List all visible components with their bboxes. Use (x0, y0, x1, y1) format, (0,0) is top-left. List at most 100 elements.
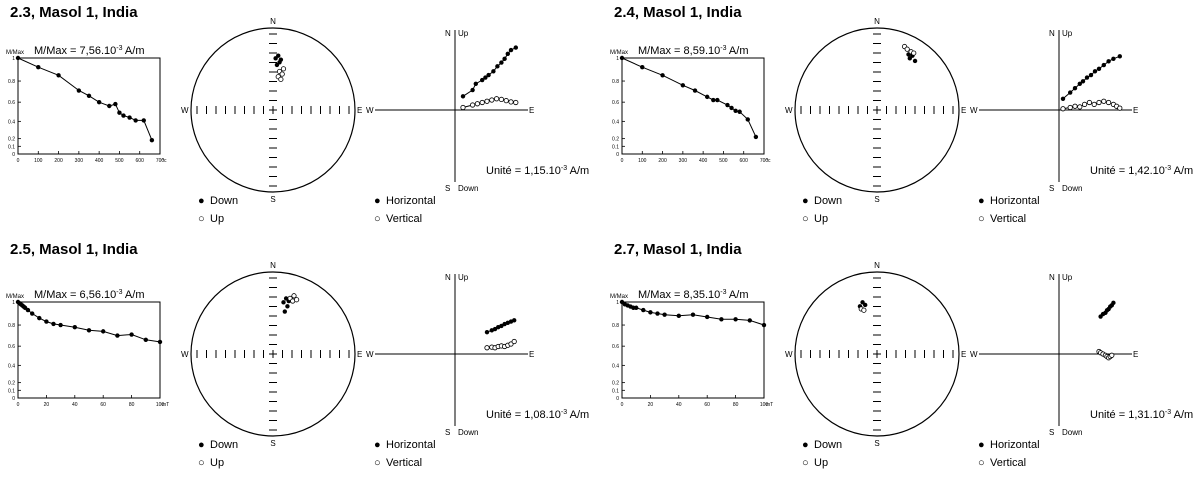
zij-horizontal-point (484, 329, 490, 335)
zij-horizontal-point (491, 69, 496, 74)
zij-horizontal-point (1111, 300, 1116, 306)
decay-point (733, 317, 738, 322)
filled-dot-icon: ● (978, 439, 985, 451)
x-tick-label: 100 (760, 402, 769, 408)
zij-vertical-point (484, 98, 490, 104)
x-tick-label: 20 (44, 402, 50, 408)
legend-horizontal: ● Horizontal (978, 192, 1040, 210)
stereo-w-label: W (181, 106, 189, 115)
decay-point (619, 55, 625, 61)
y-tick-label: 0.1 (8, 388, 15, 394)
zij-vertical-point (1101, 98, 1107, 104)
decay-point (36, 65, 41, 70)
decay-point (133, 118, 138, 123)
legend-down: ● Down (802, 192, 842, 210)
x-unit: mT (766, 402, 773, 408)
zij-w-label: W (366, 106, 374, 115)
legend-down: ● Down (198, 436, 238, 454)
decay-point (660, 73, 665, 78)
panel-title: 2.5, Masol 1, India (10, 241, 138, 258)
zij-horizontal-point (1080, 79, 1086, 84)
panel-plots: M/Max M/Max = 6,56.10-3 A/m10.80.60.40.20… (6, 261, 589, 448)
decay-point (141, 118, 146, 123)
open-dot-icon: ○ (978, 457, 985, 469)
x-tick-label: 0 (17, 158, 20, 164)
decay-point (101, 329, 106, 334)
decay-point (676, 313, 681, 319)
zij-vertical-point (1077, 104, 1083, 110)
stereo-w-label: W (785, 350, 793, 359)
decay-point (86, 328, 92, 333)
x-tick-label: 400 (95, 158, 104, 164)
zij-legend: ● Horizontal ○ Vertical (978, 436, 1040, 472)
zij-vertical-point (1096, 99, 1102, 106)
decay-frame (17, 57, 161, 155)
zij-down-label: Down (1062, 184, 1082, 193)
zij-horizontal-point (513, 45, 518, 50)
decay-point (753, 134, 759, 140)
decay-point (51, 321, 56, 327)
panel-title: 2.7, Masol 1, India (614, 241, 742, 258)
legend-up: ○ Up (802, 454, 842, 472)
filled-dot-icon: ● (802, 195, 809, 207)
zij-e-label: E (1133, 350, 1138, 359)
x-tick-label: 100 (156, 402, 165, 408)
mmax-label: M/Max = 8,59.10-3 A/m (638, 45, 749, 57)
y-tick-label: 1 (616, 56, 619, 62)
zij-vertical-point (1067, 104, 1073, 111)
zij-vertical-point (1081, 101, 1088, 107)
decay-point (56, 73, 61, 78)
legend-down: ● Down (198, 192, 238, 210)
panel-2-4: 2.4, Masol 1, India M/Max M/Max = 8,59.10… (604, 0, 1196, 237)
decay-point (634, 305, 639, 310)
x-tick-label: 20 (648, 402, 654, 408)
decay-point (692, 88, 698, 93)
x-tick-label: 300 (679, 158, 688, 164)
zij-vertical-point (498, 96, 504, 102)
zij-vertical-point (489, 97, 495, 103)
zij-up-label: Up (1062, 29, 1073, 38)
zij-vertical-point (503, 98, 509, 104)
stereo-s-label: S (874, 439, 879, 448)
open-dot-icon: ○ (198, 457, 205, 469)
legend-horizontal: ● Horizontal (978, 436, 1040, 454)
filled-dot-icon: ● (198, 195, 205, 207)
zij-vertical-point (508, 99, 514, 105)
x-tick-label: 400 (699, 158, 708, 164)
stereo-down-point (276, 53, 281, 58)
legend-up: ○ Up (198, 454, 238, 472)
y-tick-label: 0.4 (8, 119, 15, 125)
decay-point (121, 113, 126, 118)
x-tick-label: 40 (676, 402, 682, 408)
zij-down-label: Down (1062, 428, 1082, 437)
x-tick-label: 0 (621, 402, 624, 408)
open-dot-icon: ○ (374, 213, 381, 225)
stereo-down-point (285, 304, 290, 309)
decay-point (37, 315, 42, 321)
legend-up: ○ Up (802, 210, 842, 228)
decay-point (157, 339, 163, 345)
decay-point (640, 65, 645, 70)
decay-line (621, 57, 757, 138)
zij-horizontal-point (1068, 90, 1073, 95)
decay-point (44, 319, 49, 324)
open-dot-icon: ○ (198, 213, 205, 225)
legend-up: ○ Up (198, 210, 238, 228)
y-tick-label: 0.6 (612, 100, 619, 106)
decay-point (745, 117, 750, 122)
zij-horizontal-point (480, 77, 485, 83)
zij-s-label: S (1049, 428, 1054, 437)
panel-2-3: 2.3, Masol 1, India M/Max M/Max = 7,56.10… (0, 0, 598, 237)
decay-point (127, 115, 132, 120)
decay-point (641, 307, 646, 313)
zij-horizontal-point (1072, 85, 1078, 91)
decay-line (17, 57, 153, 141)
filled-dot-icon: ● (374, 439, 381, 451)
filled-dot-icon: ● (802, 439, 809, 451)
zij-vertical-point (511, 338, 517, 345)
y-tick-label: 0.8 (612, 79, 619, 85)
open-dot-icon: ○ (374, 457, 381, 469)
zij-horizontal-point (495, 64, 500, 69)
zij-n-label: N (1049, 273, 1055, 282)
y-tick-label: 0.1 (612, 388, 619, 394)
